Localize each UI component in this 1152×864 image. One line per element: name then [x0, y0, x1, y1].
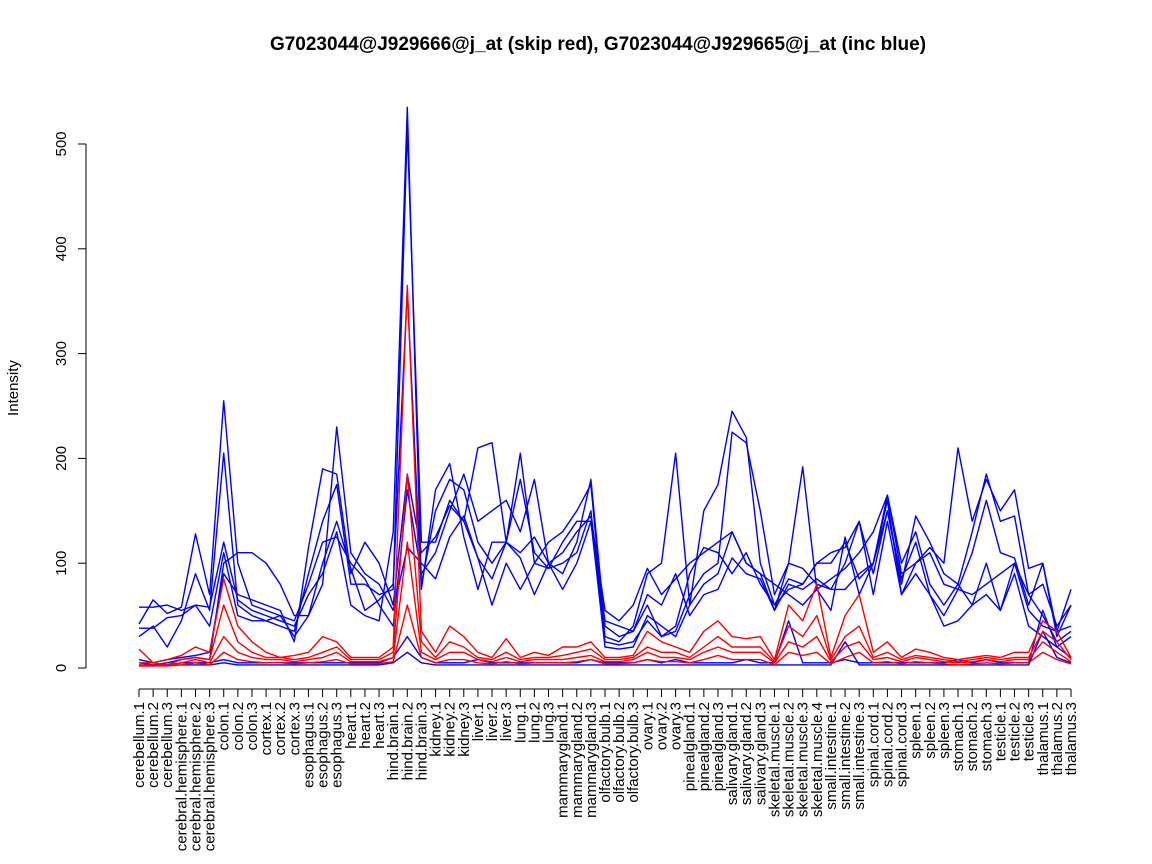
y-tick-label: 0 [53, 664, 70, 672]
x-tick-label: pinealgland.1 [682, 702, 699, 791]
inc-blue-series-line [139, 630, 1072, 667]
y-tick-label: 500 [53, 131, 70, 156]
x-tick-label: testicle.2 [1007, 702, 1024, 761]
x-tick-label: spinal.cord.3 [894, 702, 911, 787]
x-tick-label: hind.brain.1 [385, 702, 402, 780]
x-tick-label: skeletal.muscle.4 [809, 702, 826, 817]
x-tick-label: skeletal.muscle.1 [766, 702, 783, 817]
x-tick-label: hind.brain.3 [413, 702, 430, 780]
inc-blue-series-line [138, 609, 1072, 667]
x-tick-label: olfactory.bulb.2 [611, 702, 628, 803]
x-tick-label: spleen.2 [922, 702, 939, 759]
x-tick-label: spleen.3 [936, 702, 953, 759]
x-tick-label: ovary.1 [639, 702, 656, 750]
plot-area [138, 106, 1072, 667]
skip-red-series-line [139, 604, 1072, 667]
x-tick-label: spleen.1 [908, 702, 925, 759]
x-tick-label: cerebellum.2 [145, 702, 162, 788]
x-tick-label: spinal.cord.1 [865, 702, 882, 787]
x-tick-label: small.intestine.3 [851, 702, 868, 810]
x-tick-label: kidney.2 [442, 702, 459, 757]
x-tick-label: heart.3 [371, 702, 388, 749]
x-tick-label: cerebral.hemisphere.2 [187, 702, 204, 851]
x-tick-label: thalamus.1 [1035, 702, 1052, 775]
x-tick-label: esophagus.1 [300, 702, 317, 788]
inc-blue-series-line [139, 127, 1072, 643]
x-tick-label: olfactory.bulb.3 [625, 702, 642, 803]
x-tick-label: cortex.1 [258, 702, 275, 755]
x-tick-label: esophagus.3 [329, 702, 346, 788]
inc-blue-series-line [138, 290, 1072, 648]
x-tick-label: lung.3 [541, 702, 558, 743]
x-tick-label: thalamus.2 [1049, 702, 1066, 775]
chart-title: G7023044@J929666@j_at (skip red), G70230… [270, 34, 926, 55]
x-tick-label: hind.brain.2 [399, 702, 416, 780]
y-tick-label: 400 [53, 236, 70, 261]
x-tick-label: salivary.gland.2 [738, 702, 755, 805]
x-tick-label: heart.2 [357, 702, 374, 749]
y-axis: 0 100 200 300 400 500 [53, 131, 87, 672]
x-tick-label: skeletal.muscle.2 [781, 702, 798, 817]
x-tick-label: thalamus.3 [1063, 702, 1080, 775]
x-tick-label: cortex.2 [272, 702, 289, 755]
y-tick-label: 100 [53, 551, 70, 576]
x-tick-label: kidney.1 [428, 702, 445, 757]
x-tick-label: lung.1 [512, 702, 529, 743]
skip-red-series-line [139, 473, 1072, 666]
x-tick-label: testicle.3 [1021, 702, 1038, 761]
x-tick-label: stomach.3 [978, 702, 995, 771]
x-tick-label: cerebellum.1 [131, 702, 148, 788]
x-tick-label: mammarygland.1 [555, 702, 572, 818]
y-tick-label: 200 [53, 446, 70, 471]
inc-blue-series-line [138, 426, 1072, 666]
x-tick-label: salivary.gland.1 [724, 702, 741, 805]
x-tick-label: colon.3 [244, 702, 261, 750]
skip-red-series-line [138, 284, 1072, 664]
x-tick-label: mammarygland.3 [583, 702, 600, 818]
x-tick-label: liver.1 [470, 702, 487, 741]
x-tick-label: colon.2 [230, 702, 247, 750]
x-tick-label: heart.1 [343, 702, 360, 749]
x-tick-label: kidney.3 [456, 702, 473, 757]
x-tick-label: olfactory.bulb.1 [597, 702, 614, 803]
x-tick-label: stomach.2 [964, 702, 981, 771]
x-tick-label: small.intestine.2 [837, 702, 854, 810]
x-tick-label: spinal.cord.2 [879, 702, 896, 787]
x-tick-label: colon.1 [216, 702, 233, 750]
x-tick-label: pinealgland.3 [710, 702, 727, 791]
x-tick-label: esophagus.2 [315, 702, 332, 788]
y-axis-label: Intensity [5, 360, 22, 416]
x-tick-label: cerebral.hemisphere.3 [202, 702, 219, 851]
x-tick-label: liver.3 [498, 702, 515, 741]
x-tick-label: liver.2 [484, 702, 501, 741]
x-tick-label: ovary.2 [653, 702, 670, 750]
inc-blue-series-line [138, 447, 1072, 664]
x-tick-label: salivary.gland.3 [752, 702, 769, 805]
inc-blue-series-line [138, 400, 1072, 638]
x-tick-label: pinealgland.2 [696, 702, 713, 791]
x-tick-label: testicle.1 [992, 702, 1009, 761]
x-tick-label: ovary.3 [668, 702, 685, 750]
x-tick-label: small.intestine.1 [823, 702, 840, 810]
x-axis: cerebellum.1cerebellum.2cerebellum.3cere… [131, 688, 1080, 851]
x-tick-label: stomach.1 [950, 702, 967, 771]
x-tick-label: lung.2 [526, 702, 543, 743]
x-tick-label: cortex.3 [286, 702, 303, 755]
y-tick-label: 300 [53, 341, 70, 366]
skip-red-series-line [139, 541, 1072, 667]
x-tick-label: cerebellum.3 [159, 702, 176, 788]
x-tick-label: cerebral.hemisphere.1 [173, 702, 190, 851]
x-tick-label: skeletal.muscle.3 [795, 702, 812, 817]
x-tick-label: mammarygland.2 [569, 702, 586, 818]
